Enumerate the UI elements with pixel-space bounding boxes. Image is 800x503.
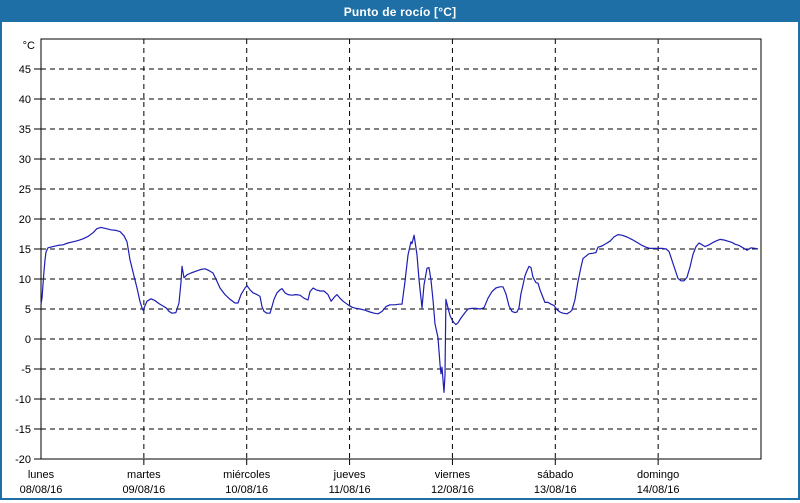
y-tick-label: 30 — [19, 154, 31, 166]
y-tick-label: -10 — [15, 394, 31, 406]
day-date-label: 09/08/16 — [122, 484, 165, 496]
y-axis-unit-label: °C — [23, 40, 35, 52]
y-tick-label: 15 — [19, 244, 31, 256]
day-name-label: viernes — [435, 469, 471, 481]
day-date-label: 11/08/16 — [329, 484, 371, 496]
y-tick-label: 20 — [19, 214, 31, 226]
y-tick-label: 45 — [19, 64, 31, 76]
y-tick-label: -20 — [15, 454, 31, 466]
y-tick-label: 5 — [25, 304, 31, 316]
day-name-label: sábado — [537, 469, 573, 481]
day-date-label: 08/08/16 — [20, 484, 63, 496]
day-name-label: jueves — [333, 469, 366, 481]
day-date-label: 10/08/16 — [225, 484, 268, 496]
day-name-label: lunes — [28, 469, 55, 481]
chart-title-bar: Punto de rocío [°C] — [2, 2, 798, 22]
day-name-label: martes — [127, 469, 161, 481]
day-name-label: domingo — [637, 469, 679, 481]
day-name-label: miércoles — [223, 469, 271, 481]
y-tick-label: 10 — [19, 274, 31, 286]
dewpoint-series-line — [40, 226, 759, 393]
y-tick-label: 25 — [19, 184, 31, 196]
y-tick-label: -5 — [21, 364, 31, 376]
day-date-label: 12/08/16 — [431, 484, 474, 496]
chart-area: 45 40 35 30 25 20 15 10 5 0 -5 -10 -15 -20 °C lunes 08/0… — [2, 22, 798, 498]
y-tick-label: 0 — [25, 334, 31, 346]
y-tick-label: 40 — [19, 94, 31, 106]
y-tick-label: -15 — [15, 424, 31, 436]
chart-title: Punto de rocío [°C] — [343, 5, 457, 19]
dewpoint-chart: 45 40 35 30 25 20 15 10 5 0 -5 -10 -15 -20 °C lunes 08/0… — [15, 38, 762, 496]
y-tick-label: 35 — [19, 124, 31, 136]
day-date-label: 14/08/16 — [637, 484, 680, 496]
day-date-label: 13/08/16 — [534, 484, 577, 496]
